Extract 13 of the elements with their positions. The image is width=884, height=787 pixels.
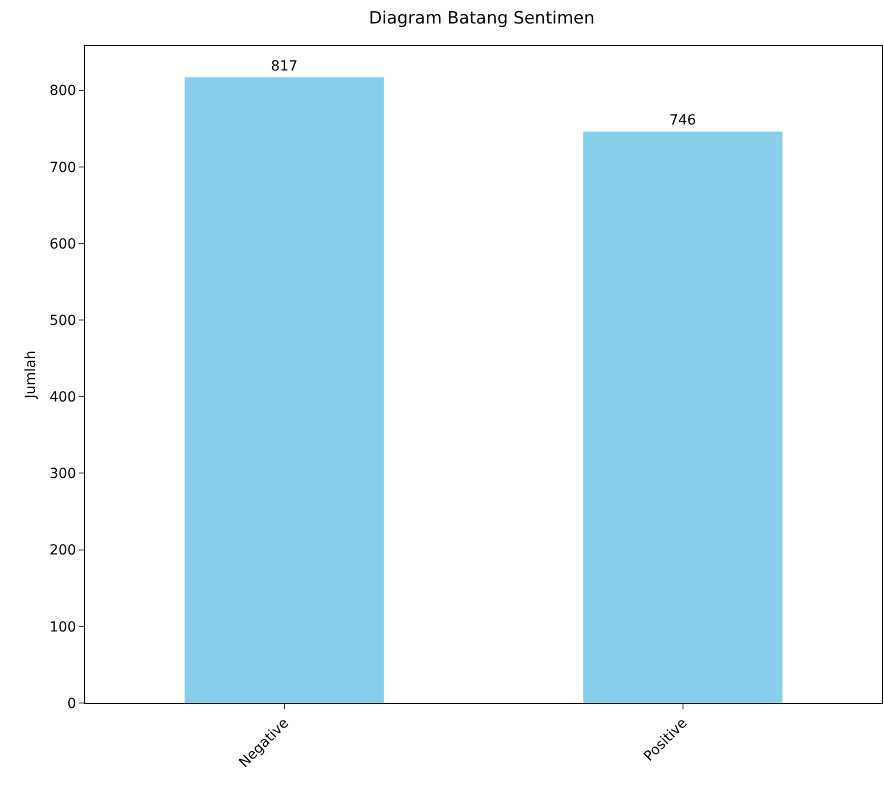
data-label: 746 (669, 112, 696, 129)
y-tick-label: 700 (49, 160, 76, 176)
y-axis-title: Jumlah (23, 350, 40, 400)
data-label: 817 (270, 58, 298, 74)
y-tick-label: 300 (49, 466, 76, 482)
y-tick-label: 400 (49, 390, 76, 406)
y-tick-label: 0 (67, 696, 76, 712)
y-tick-label: 200 (49, 542, 76, 559)
y-tick-label: 500 (49, 312, 76, 329)
chart-title: Diagram Batang Sentimen (368, 8, 595, 29)
y-tick-label: 600 (49, 236, 76, 252)
y-tick-label: 800 (49, 83, 76, 100)
y-tick-label: 100 (49, 619, 76, 636)
